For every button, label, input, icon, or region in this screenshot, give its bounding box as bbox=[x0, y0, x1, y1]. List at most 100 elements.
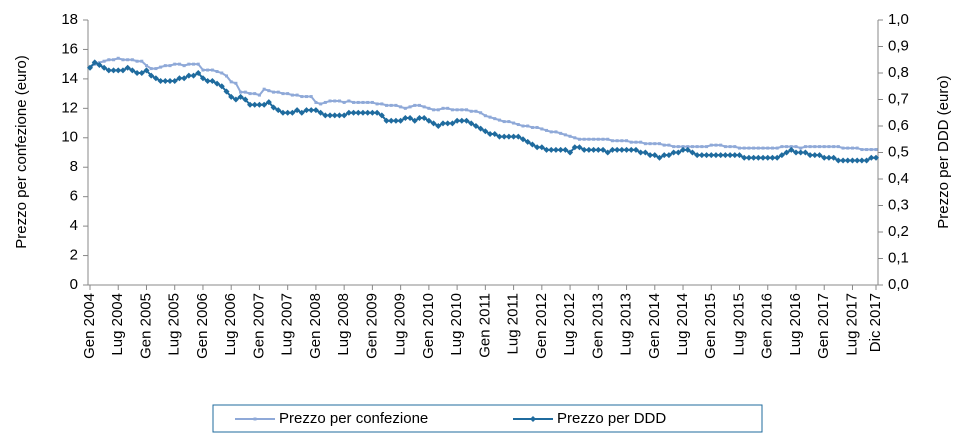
point bbox=[403, 106, 407, 110]
point bbox=[554, 130, 558, 134]
y-tick-label: 2 bbox=[70, 247, 78, 264]
point bbox=[670, 149, 677, 156]
point bbox=[446, 106, 450, 110]
y-tick-label: 12 bbox=[61, 99, 78, 116]
point bbox=[261, 101, 268, 108]
point bbox=[163, 64, 167, 68]
point bbox=[185, 72, 192, 79]
point bbox=[458, 117, 465, 124]
legend-label: Prezzo per confezione bbox=[279, 410, 428, 427]
point bbox=[501, 133, 508, 140]
y-tick-label: 6 bbox=[70, 188, 78, 205]
point bbox=[510, 133, 517, 140]
point bbox=[632, 146, 639, 153]
point bbox=[858, 157, 865, 164]
point bbox=[314, 100, 318, 104]
point bbox=[309, 95, 313, 99]
point bbox=[497, 118, 501, 122]
y2-tick-label: 0,3 bbox=[888, 196, 909, 213]
point bbox=[840, 157, 847, 164]
point bbox=[507, 120, 511, 124]
point bbox=[530, 125, 534, 129]
point bbox=[177, 62, 181, 66]
x-tick-label: Gen 2008 bbox=[307, 293, 324, 359]
point bbox=[863, 157, 870, 164]
x-tick-label: Lug 2009 bbox=[392, 293, 409, 356]
point bbox=[392, 117, 399, 124]
point bbox=[760, 154, 767, 161]
point bbox=[620, 139, 624, 143]
point bbox=[755, 154, 762, 161]
point bbox=[714, 143, 718, 147]
point bbox=[369, 109, 376, 116]
point bbox=[647, 152, 654, 159]
point bbox=[126, 58, 130, 62]
point bbox=[138, 70, 145, 76]
point bbox=[204, 77, 211, 84]
point bbox=[234, 81, 238, 85]
point bbox=[846, 146, 850, 150]
point bbox=[323, 100, 327, 104]
point bbox=[661, 152, 668, 159]
point bbox=[430, 120, 437, 127]
point bbox=[375, 102, 379, 106]
y2-tick-label: 0,1 bbox=[888, 249, 909, 266]
point bbox=[629, 140, 633, 144]
point bbox=[308, 107, 315, 114]
point bbox=[802, 149, 809, 156]
x-tick-label: Lug 2013 bbox=[618, 293, 635, 356]
y2-tick-label: 0,7 bbox=[888, 90, 909, 107]
point bbox=[465, 108, 469, 112]
point bbox=[698, 152, 705, 159]
point bbox=[463, 117, 470, 124]
x-tick-label: Gen 2004 bbox=[81, 293, 98, 359]
point bbox=[267, 89, 271, 93]
point bbox=[596, 137, 600, 141]
point bbox=[214, 80, 221, 87]
point bbox=[210, 68, 214, 72]
point bbox=[416, 115, 423, 122]
point bbox=[521, 124, 525, 128]
point bbox=[684, 146, 691, 153]
point bbox=[427, 106, 431, 110]
y2-tick-label: 0,5 bbox=[888, 143, 909, 160]
point bbox=[825, 154, 832, 161]
point bbox=[681, 145, 685, 149]
point bbox=[488, 115, 492, 119]
point bbox=[154, 67, 158, 71]
point bbox=[105, 67, 112, 74]
point bbox=[294, 107, 301, 114]
y-tick-label: 10 bbox=[61, 129, 78, 146]
point bbox=[694, 152, 701, 159]
point bbox=[854, 157, 861, 164]
y-tick-label: 8 bbox=[70, 158, 78, 175]
point bbox=[312, 107, 319, 114]
point bbox=[422, 105, 426, 109]
point bbox=[135, 59, 139, 63]
point bbox=[874, 148, 878, 152]
point bbox=[502, 120, 506, 124]
y2-tick-label: 0,0 bbox=[888, 276, 909, 293]
point bbox=[173, 62, 177, 66]
point bbox=[181, 75, 188, 82]
point bbox=[493, 117, 497, 121]
y-axis-label: Prezzo per confezione (euro) bbox=[13, 55, 30, 248]
point bbox=[803, 145, 807, 149]
y2-tick-label: 1,0 bbox=[888, 11, 909, 28]
point bbox=[774, 154, 781, 161]
point bbox=[449, 120, 456, 127]
point bbox=[770, 146, 774, 150]
point bbox=[807, 152, 814, 159]
point bbox=[337, 99, 341, 103]
point bbox=[665, 152, 672, 159]
point bbox=[567, 149, 574, 156]
point bbox=[317, 109, 324, 116]
point bbox=[168, 64, 172, 68]
point bbox=[281, 92, 285, 96]
point bbox=[712, 152, 719, 159]
point bbox=[530, 416, 536, 422]
point bbox=[479, 111, 483, 115]
point bbox=[648, 142, 652, 146]
legend-box bbox=[212, 404, 763, 433]
point bbox=[747, 146, 751, 150]
